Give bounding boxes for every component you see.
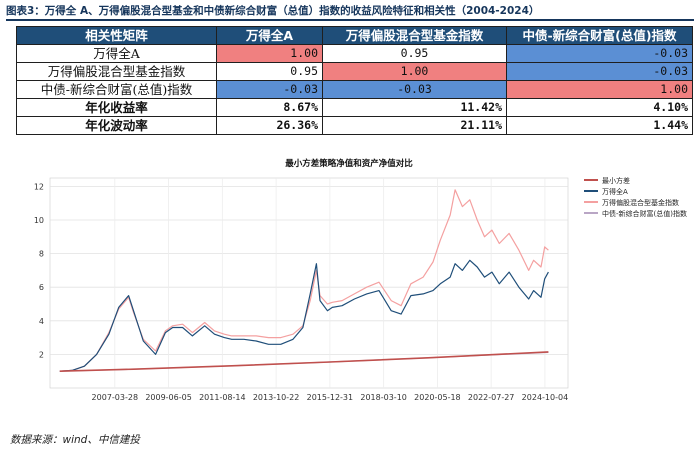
table-cell: -0.03	[216, 80, 323, 99]
table-row: 年化收益率 8.67% 11.42% 4.10%	[16, 98, 693, 117]
x-tick-label: 2013-10-22	[253, 393, 300, 402]
header-cell: 相关性矩阵	[16, 26, 217, 45]
table-cell: 1.00	[506, 80, 693, 99]
y-tick-label: 12	[34, 182, 44, 191]
legend-label: 万得全A	[602, 187, 628, 196]
table-cell: 1.00	[216, 44, 323, 63]
x-tick-label: 2009-06-05	[145, 393, 192, 402]
table-cell: 21.11%	[322, 116, 507, 135]
row-label: 万得偏股混合型基金指数	[16, 62, 217, 81]
x-tick-label: 2022-07-27	[468, 393, 515, 402]
figure-title: 图表3：万得全 A、万得偏股混合型基金和中债新综合财富（总值）指数的收益风险特征…	[6, 5, 540, 17]
plot-area	[49, 177, 569, 389]
table-cell: 8.67%	[216, 98, 323, 117]
y-tick-label: 8	[39, 250, 44, 259]
table-cell: 0.95	[216, 62, 323, 81]
correlation-table: 相关性矩阵 万得全A 万得偏股混合型基金指数 中债-新综合财富(总值)指数 万得…	[16, 26, 693, 135]
table-row: 万得全A 1.00 0.95 -0.03	[16, 44, 693, 63]
x-tick-label: 2015-12-31	[307, 393, 354, 402]
row-label: 年化收益率	[16, 98, 217, 117]
header-cell: 中债-新综合财富(总值)指数	[506, 26, 693, 45]
table-cell: 0.95	[322, 44, 507, 63]
table-cell: 4.10%	[506, 98, 693, 117]
legend-label: 最小方差	[602, 176, 630, 185]
table-cell: -0.03	[506, 62, 693, 81]
legend-label: 中债-新综合财富(总值)指数	[602, 209, 687, 218]
row-label: 万得全A	[16, 44, 217, 63]
table-cell: -0.03	[322, 80, 507, 99]
row-label: 年化波动率	[16, 116, 217, 135]
table-cell: 1.00	[322, 62, 507, 81]
table-cell: 1.44%	[506, 116, 693, 135]
series-line-1	[59, 259, 549, 372]
nav-line-chart: 2 4 6 8 10 12 2007-03-28 2009-06-05 2011-08-14 20…	[34, 158, 687, 402]
title-rule	[6, 19, 694, 21]
table-cell: -0.03	[506, 44, 693, 63]
y-tick-label: 2	[39, 350, 44, 359]
chart-title: 最小方差策略净值和资产净值对比	[285, 158, 413, 169]
x-tick-label: 2024-10-04	[522, 393, 569, 402]
y-tick-label: 4	[39, 317, 44, 326]
header-cell: 万得全A	[216, 26, 323, 45]
x-tick-label: 2020-05-18	[414, 393, 461, 402]
table-row: 年化波动率 26.36% 21.11% 1.44%	[16, 116, 693, 135]
x-tick-label: 2018-03-10	[360, 393, 407, 402]
table-header-row: 相关性矩阵 万得全A 万得偏股混合型基金指数 中债-新综合财富(总值)指数	[16, 26, 693, 45]
table-cell: 26.36%	[216, 116, 323, 135]
data-source: 数据来源：wind、中信建投	[10, 434, 140, 446]
legend-label: 万得偏股混合型基金指数	[602, 198, 679, 207]
x-tick-label: 2011-08-14	[199, 393, 246, 402]
y-tick-label: 6	[39, 283, 44, 292]
row-label: 中债-新综合财富(总值)指数	[16, 80, 217, 99]
table-row: 中债-新综合财富(总值)指数 -0.03 -0.03 1.00	[16, 80, 693, 99]
header-cell: 万得偏股混合型基金指数	[322, 26, 507, 45]
table-row: 万得偏股混合型基金指数 0.95 1.00 -0.03	[16, 62, 693, 81]
table-cell: 11.42%	[322, 98, 507, 117]
series-line-0	[59, 351, 549, 372]
y-tick-label: 10	[34, 216, 44, 225]
series-line-2	[59, 189, 549, 372]
x-tick-label: 2007-03-28	[92, 393, 139, 402]
